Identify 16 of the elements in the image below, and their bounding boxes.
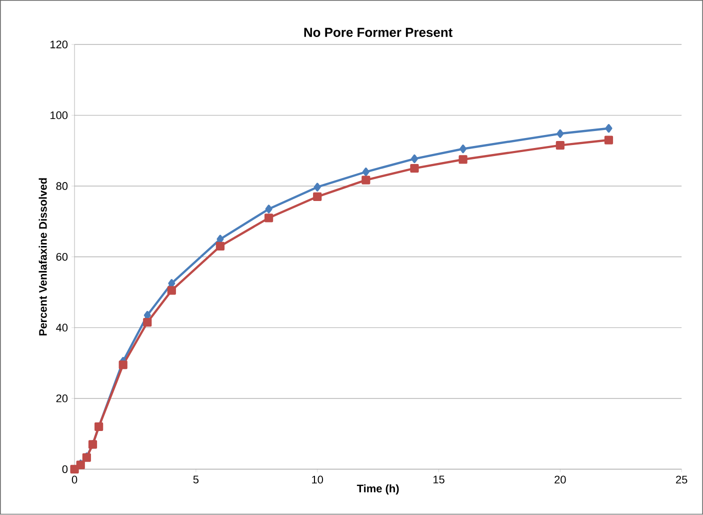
y-axis-title: Percent Venlafaxine Dissolved <box>38 178 47 336</box>
y-tick-label: 40 <box>56 324 68 332</box>
x-tick-label: 25 <box>676 476 688 484</box>
x-tick-label: 10 <box>312 476 324 484</box>
y-tick-label: 60 <box>56 253 68 261</box>
x-tick-label: 20 <box>554 476 566 484</box>
y-tick-label: 80 <box>56 182 68 190</box>
y-tick-label: 20 <box>56 394 68 402</box>
y-tick-label: 100 <box>50 112 68 120</box>
x-axis-title: Time (h) <box>356 484 399 495</box>
x-tick-label: 0 <box>72 476 78 484</box>
y-tick-label: 120 <box>50 40 68 49</box>
x-tick-label: 15 <box>433 476 444 484</box>
chart-title: No Pore Former Present <box>304 28 452 38</box>
x-tick-label: 5 <box>193 476 199 484</box>
y-tick-label: 0 <box>62 465 68 474</box>
